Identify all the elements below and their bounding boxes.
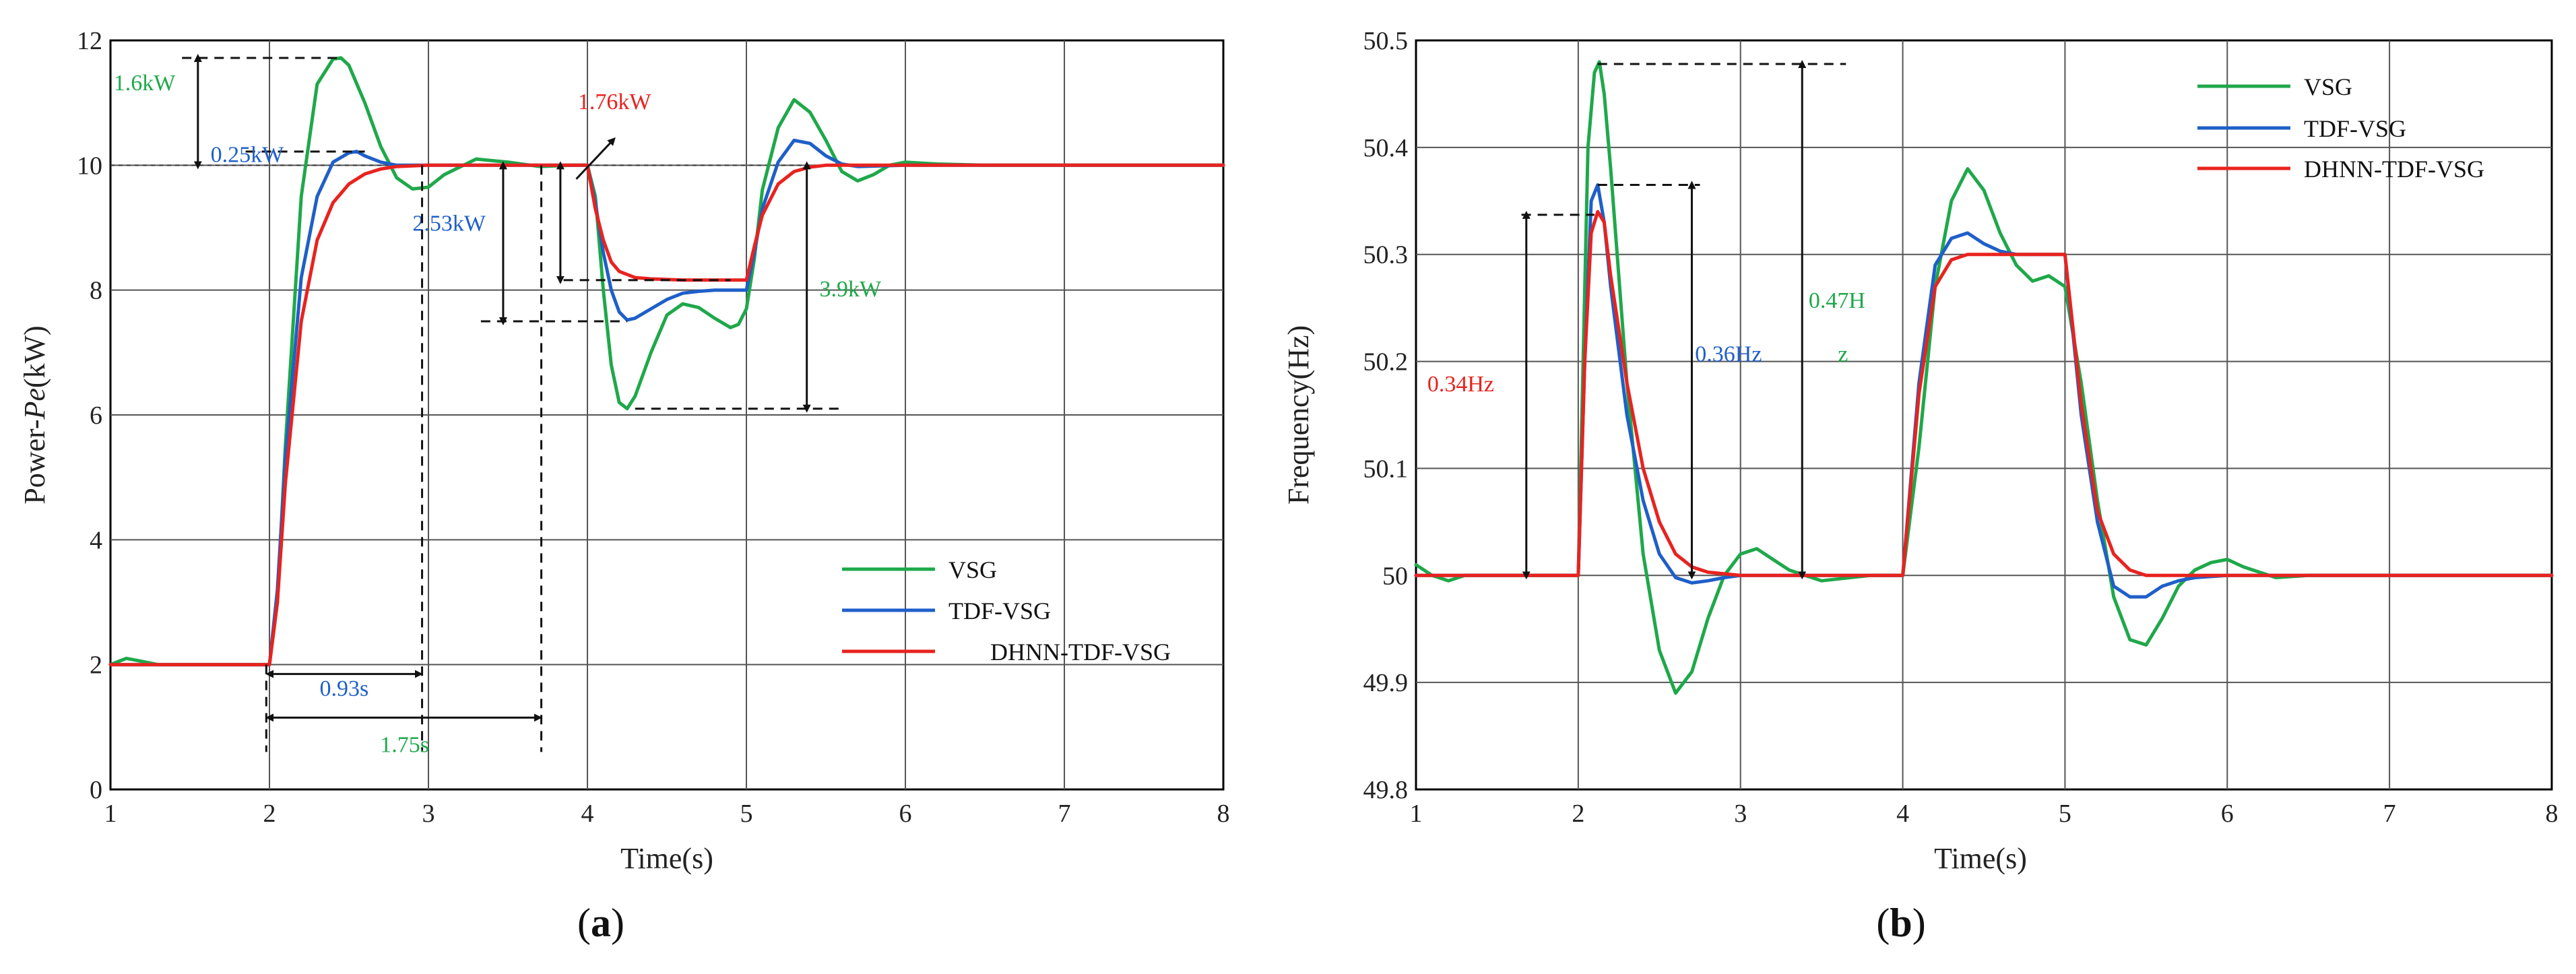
chart-a-label-1-75s: 1.75s — [380, 732, 429, 757]
chart-a-y-tick-label: 12 — [77, 27, 102, 55]
chart-a-y-tick-label: 2 — [90, 651, 102, 680]
chart-b-legend-tdf-vsg: TDF-VSG — [2304, 115, 2406, 142]
chart-b-annotations: 0.34Hz 0.36Hz 0.47H z — [1427, 59, 1865, 580]
chart-b-y-tick-label: 50.4 — [1363, 134, 1409, 162]
chart-a-series — [108, 56, 1225, 667]
chart-b-x-tick-label: 4 — [1896, 800, 1909, 828]
chart-a-x-tick-label: 8 — [1217, 800, 1230, 828]
chart-a-label-1-76kw: 1.76kW — [578, 90, 652, 115]
chart-b-x-axis-label: Time(s) — [1934, 842, 2027, 875]
chart-b-y-tick-label: 50 — [1382, 562, 1408, 590]
chart-b-legend: VSG TDF-VSG DHNN-TDF-VSG — [2197, 73, 2484, 183]
chart-b-plot-area — [1415, 39, 2553, 791]
chart-b-legend-dhnn-tdf-vsg: DHNN-TDF-VSG — [2304, 156, 2484, 183]
chart-b: 0.34Hz 0.36Hz 0.47H z 1 2 3 4 5 6 7 8 49.8 49.9 50 50.… — [1282, 27, 2558, 945]
chart-b-x-tick-label: 8 — [2546, 800, 2558, 828]
chart-b-x-tick-label: 7 — [2383, 800, 2396, 828]
chart-a-x-tick-label: 4 — [581, 800, 594, 828]
chart-b-panel-label: (b) — [1876, 901, 1925, 945]
chart-a-y-tick-label: 6 — [90, 401, 102, 430]
chart-b-y-axis-label: Frequency(Hz) — [1282, 325, 1315, 505]
chart-a: 1.6kW 0.25kW 2.53kW 1.76kW 3.9kW 0.93s 1.75s 1… — [18, 27, 1230, 945]
chart-b-y-tick-label: 49.8 — [1363, 776, 1409, 804]
chart-a-x-axis-label: Time(s) — [620, 842, 713, 875]
chart-a-annotations: 1.6kW 0.25kW 2.53kW 1.76kW 3.9kW 0.93s 1.75s — [114, 53, 882, 757]
chart-a-label-2-53kw: 2.53kW — [412, 212, 486, 236]
chart-b-legend-vsg: VSG — [2304, 73, 2352, 100]
chart-a-y-tick-label: 8 — [90, 277, 102, 305]
chart-b-x-tick-label: 1 — [1410, 800, 1423, 828]
chart-b-series-dhnn-tdf-vsg — [1414, 209, 2554, 577]
chart-a-label-1-6kw: 1.6kW — [114, 71, 176, 96]
chart-a-panel-label: (a) — [577, 901, 624, 945]
chart-b-label-0-47hz-z: z — [1838, 342, 1848, 367]
chart-a-label-0-93s: 0.93s — [320, 676, 369, 701]
chart-b-label-0-36hz: 0.36Hz — [1695, 342, 1762, 367]
chart-b-x-tick-label: 3 — [1734, 800, 1747, 828]
chart-a-y-axis-label: Power-Pe(kW) — [18, 325, 51, 504]
chart-a-y-tick-label: 4 — [90, 526, 102, 554]
chart-b-ticks: 1 2 3 4 5 6 7 8 49.8 49.9 50 50.1 50.2 50.3 50.4 50.5 — [1363, 27, 2558, 828]
chart-b-y-tick-label: 50.5 — [1363, 27, 1409, 55]
chart-a-series-tdf-vsg — [108, 138, 1225, 667]
chart-a-legend-tdf-vsg: TDF-VSG — [948, 597, 1051, 624]
chart-a-y-tick-label: 10 — [77, 152, 102, 180]
chart-b-x-tick-label: 5 — [2059, 800, 2071, 828]
chart-a-legend: VSG TDF-VSG DHNN-TDF-VSG — [842, 556, 1171, 665]
chart-b-label-0-47hz: 0.47H — [1809, 288, 1865, 313]
chart-b-series — [1414, 60, 2554, 695]
chart-b-y-tick-label: 49.9 — [1363, 669, 1409, 697]
chart-a-legend-vsg: VSG — [948, 556, 997, 583]
chart-a-label-3-9kw: 3.9kW — [820, 277, 882, 302]
chart-a-x-tick-label: 5 — [740, 800, 753, 828]
chart-a-label-0-25kw: 0.25kW — [211, 143, 285, 168]
chart-b-label-0-34hz: 0.34Hz — [1427, 372, 1494, 397]
chart-a-x-tick-label: 6 — [899, 800, 912, 828]
chart-b-y-tick-label: 50.3 — [1363, 241, 1409, 269]
chart-a-x-tick-label: 7 — [1058, 800, 1071, 828]
chart-b-grid — [1416, 40, 2552, 789]
chart-b-y-tick-label: 50.1 — [1363, 455, 1409, 483]
chart-a-x-tick-label: 2 — [263, 800, 276, 828]
chart-b-y-tick-label: 50.2 — [1363, 348, 1409, 377]
chart-b-x-tick-label: 6 — [2221, 800, 2234, 828]
chart-a-x-tick-label: 1 — [104, 800, 117, 828]
chart-a-x-tick-label: 3 — [422, 800, 435, 828]
chart-a-series-dhnn-tdf-vsg — [108, 163, 1225, 667]
chart-a-y-tick-label: 0 — [90, 776, 102, 804]
chart-a-pointer-1-76kw — [575, 137, 616, 180]
chart-b-x-tick-label: 2 — [1572, 800, 1584, 828]
chart-a-legend-dhnn-tdf-vsg: DHNN-TDF-VSG — [990, 639, 1171, 665]
